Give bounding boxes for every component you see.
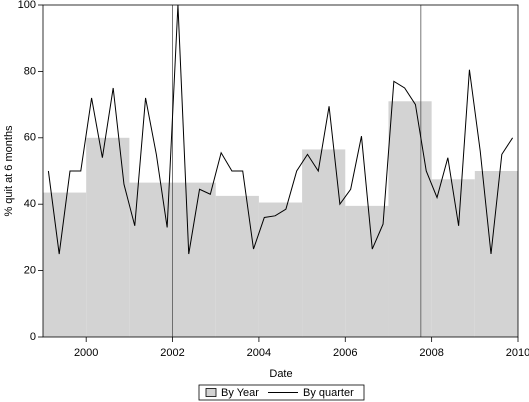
bars-layer bbox=[43, 101, 518, 337]
x-tick-label-2010: 2010 bbox=[506, 347, 529, 359]
legend-swatch-by-year bbox=[205, 388, 217, 397]
x-tick-label-2000: 2000 bbox=[74, 347, 98, 359]
bar-year-2 bbox=[129, 182, 173, 337]
axes-layer bbox=[42, 4, 519, 338]
bar-year-4 bbox=[215, 195, 259, 337]
reference-lines-layer bbox=[172, 5, 422, 337]
legend: By Year By quarter bbox=[198, 384, 365, 401]
y-tick-label-20: 20 bbox=[24, 265, 36, 277]
quarter-line-layer bbox=[47, 4, 514, 255]
plot-frame bbox=[42, 4, 519, 338]
bar-year-1 bbox=[86, 137, 130, 337]
ticks-layer: 0 20 40 60 80 100 2000 2002 2004 2006 2008 2010 bbox=[18, 0, 529, 359]
bar-year-10 bbox=[474, 171, 518, 337]
bar-year-5 bbox=[258, 202, 303, 337]
bar-year-0 bbox=[43, 192, 87, 337]
x-tick-label-2008: 2008 bbox=[419, 347, 443, 359]
y-tick-label-0: 0 bbox=[30, 331, 36, 343]
x-tick-label-2002: 2002 bbox=[160, 347, 184, 359]
bar-year-9 bbox=[431, 179, 475, 337]
y-tick-label-100: 100 bbox=[18, 0, 36, 11]
bar-year-3 bbox=[172, 182, 216, 337]
x-axis-title: Date bbox=[269, 368, 292, 380]
y-tick-label-60: 60 bbox=[24, 132, 36, 144]
series-line-by-quarter bbox=[47, 4, 514, 255]
bar-year-6 bbox=[302, 149, 346, 337]
bar-year-8 bbox=[388, 101, 432, 337]
x-tick-label-2006: 2006 bbox=[333, 347, 357, 359]
legend-label-by-year: By Year bbox=[221, 387, 259, 399]
y-tick-label-40: 40 bbox=[24, 198, 36, 210]
legend-label-by-quarter: By quarter bbox=[303, 387, 354, 399]
x-tick-label-2004: 2004 bbox=[247, 347, 271, 359]
y-tick-label-80: 80 bbox=[24, 65, 36, 77]
y-axis-title: % quit at 6 months bbox=[3, 125, 15, 217]
